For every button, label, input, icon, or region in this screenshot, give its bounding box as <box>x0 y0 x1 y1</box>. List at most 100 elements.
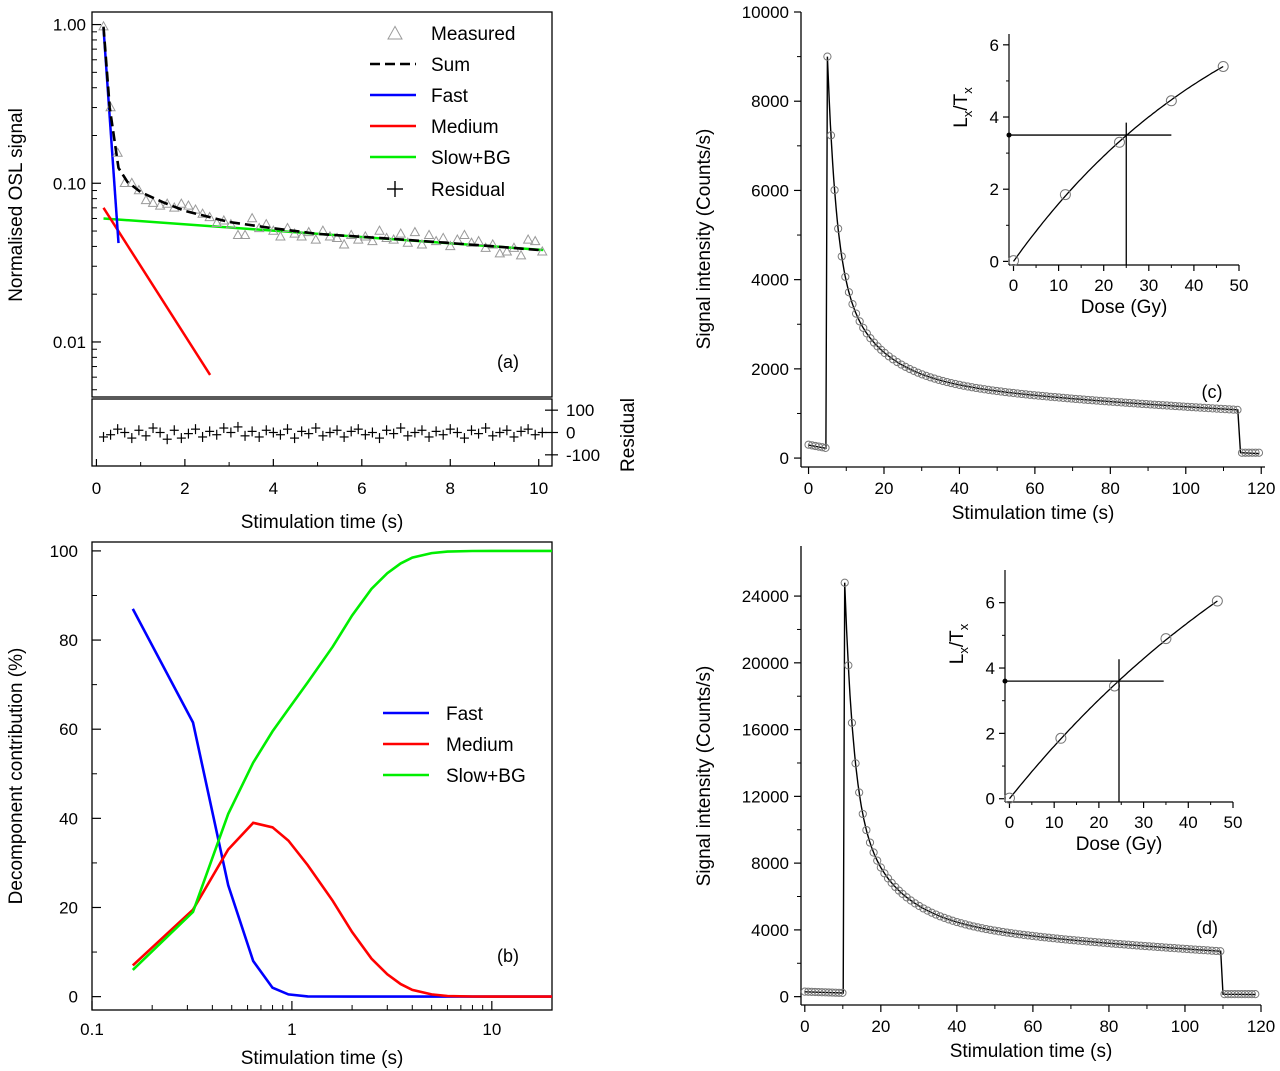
measured-point <box>1021 390 1030 399</box>
x-axis-label: Stimulation time (s) <box>241 512 404 533</box>
measured-point <box>1032 932 1041 941</box>
measured-point <box>1059 393 1068 402</box>
y-tick-label: 24000 <box>742 587 789 606</box>
inset-background <box>1009 34 1239 265</box>
measured-point <box>994 927 1003 936</box>
inset-y-tick-label: 4 <box>990 108 999 127</box>
measured-point <box>926 373 935 382</box>
x-tick-label: 8 <box>446 479 455 498</box>
measured-point <box>1050 393 1059 402</box>
residual-y-tick-label: 0 <box>566 424 575 443</box>
inset-x-tick-label: 40 <box>1184 276 1203 295</box>
y-axis-label: Decomponent contribution (%) <box>6 648 27 905</box>
inset-y-label-part: /T <box>947 630 968 647</box>
x-axis-label: Stimulation time (s) <box>950 1041 1113 1062</box>
measured-point <box>998 927 1007 937</box>
measured-point <box>844 661 853 670</box>
y-tick-label: 0.01 <box>53 333 86 352</box>
series-medium-line <box>102 207 212 376</box>
measured-point <box>821 443 830 453</box>
measured-point <box>1133 399 1142 408</box>
measured-point <box>936 912 945 921</box>
measured-point <box>1013 389 1022 398</box>
measured-point <box>1071 394 1080 404</box>
legend-label: Sum <box>431 55 470 76</box>
measured-point <box>1009 388 1018 398</box>
measured-point <box>865 838 875 847</box>
measured-point <box>818 443 827 452</box>
y-tick-label: 4000 <box>751 271 789 290</box>
dose-response-inset: 0 2 4 6 0 10 20 30 40 50 Dose (Gy) Lx/Tx <box>947 570 1242 855</box>
measured-point <box>834 988 844 997</box>
measured-point <box>1048 934 1058 943</box>
measured-point <box>1225 405 1234 414</box>
series-medium-line <box>131 821 552 998</box>
dose-response-inset: 0 2 4 6 0 10 20 30 40 50 Dose (Gy) Lx/Tx <box>951 34 1248 318</box>
measured-point <box>140 194 152 205</box>
measured-point <box>459 229 470 240</box>
measured-point <box>1142 400 1151 409</box>
x-tick-label: 0.1 <box>80 1020 104 1039</box>
measured-point <box>289 227 300 238</box>
measured-point <box>923 906 932 915</box>
y-tick-label: 8000 <box>751 92 789 111</box>
measured-point <box>948 916 957 925</box>
measured-point <box>855 788 864 797</box>
measured-point <box>331 232 343 243</box>
measured-point <box>1251 448 1260 457</box>
y-tick-label: 0 <box>780 449 789 468</box>
inset-x-tick-label: 0 <box>1009 276 1018 295</box>
measured-point <box>1247 990 1256 999</box>
inset-x-axis-label: Dose (Gy) <box>1076 834 1163 855</box>
measured-point <box>963 382 972 391</box>
x-tick-label: 20 <box>875 479 894 498</box>
series-sum-line <box>102 26 539 252</box>
measured-point <box>940 913 949 923</box>
measured-point <box>1046 392 1055 401</box>
measured-point <box>1212 404 1221 413</box>
measured-point <box>1079 395 1089 404</box>
inset-y-tick-label: 2 <box>986 724 995 743</box>
measured-point <box>1120 940 1129 949</box>
measured-point <box>901 362 910 371</box>
measured-point <box>1113 397 1122 407</box>
inset-dose-point <box>1211 595 1223 607</box>
measured-point <box>147 197 159 207</box>
inset-x-tick-label: 40 <box>1179 813 1198 832</box>
measured-point <box>1179 402 1188 411</box>
measured-point <box>1078 936 1087 946</box>
y-tick-label: 4000 <box>751 921 789 940</box>
inset-y-label-part: x <box>960 87 975 94</box>
measured-point <box>522 233 534 244</box>
y-tick-label: 20 <box>59 898 78 917</box>
inset-x-tick-label: 10 <box>1045 813 1064 832</box>
inset-x-tick-label: 30 <box>1139 276 1158 295</box>
measured-point <box>1203 946 1212 955</box>
panel-label: (c) <box>1202 382 1223 402</box>
measured-point <box>851 759 860 768</box>
measured-point <box>888 355 898 364</box>
measured-point <box>275 230 286 241</box>
measured-point <box>922 371 931 380</box>
measured-point <box>1104 397 1113 406</box>
inset-y-label-part: /T <box>951 93 972 110</box>
measured-point <box>1067 394 1076 403</box>
measured-point <box>984 385 993 394</box>
measured-point <box>1069 936 1079 945</box>
measured-point <box>986 925 995 934</box>
panel-b-frame <box>91 541 553 1011</box>
measured-point <box>1200 403 1209 412</box>
measured-point <box>905 364 914 374</box>
x-tick-label: 40 <box>947 1017 966 1036</box>
y-tick-label: 0 <box>69 988 78 1007</box>
measured-point <box>154 200 166 210</box>
inset-dose-point <box>1008 255 1020 267</box>
y-tick-label: 60 <box>59 720 78 739</box>
measured-point <box>1229 405 1238 414</box>
measured-point <box>175 198 187 208</box>
natural-signal-dot <box>1002 678 1008 684</box>
measured-point <box>1083 395 1093 405</box>
measured-point <box>1124 940 1133 949</box>
measured-point <box>973 923 982 932</box>
measured-point <box>183 200 194 210</box>
